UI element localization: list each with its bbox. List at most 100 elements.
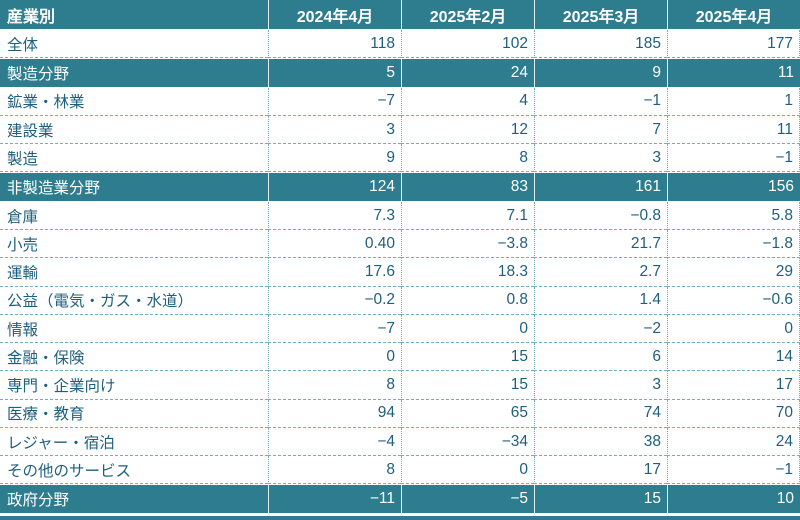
cell-value[interactable]: 10 <box>667 484 800 514</box>
cell-value[interactable]: −7 <box>268 87 401 116</box>
cell-value[interactable]: 70 <box>667 399 800 428</box>
cell-value[interactable]: −3.8 <box>401 230 534 259</box>
cell-value[interactable]: 15 <box>534 484 667 514</box>
cell-value[interactable]: 6 <box>534 343 667 372</box>
table-row: 医療・教育 94 65 74 70 <box>0 399 800 428</box>
cell-value[interactable]: 2.7 <box>534 258 667 287</box>
cell-value[interactable]: 12 <box>401 115 534 145</box>
cell-value[interactable]: −4 <box>268 427 401 457</box>
row-label[interactable]: 製造分野 <box>0 58 268 88</box>
table-row: 金融・保険 0 15 6 14 <box>0 343 800 372</box>
cell-value[interactable]: 38 <box>534 427 667 457</box>
cell-value[interactable]: 17 <box>534 456 667 485</box>
row-label[interactable]: 製造 <box>0 144 268 173</box>
cell-value[interactable]: −2 <box>534 314 667 344</box>
cell-value[interactable]: 0 <box>401 456 534 485</box>
cell-value[interactable]: 15 <box>401 343 534 372</box>
cell-value[interactable]: 74 <box>534 399 667 428</box>
header-cell-2025-02[interactable]: 2025年2月 <box>401 0 534 30</box>
row-label[interactable]: レジャー・宿泊 <box>0 427 268 457</box>
table-row: 建設業 3 12 7 11 <box>0 115 800 145</box>
row-label[interactable]: 公益（電気・ガス・水道） <box>0 286 268 315</box>
table-row: 製造 9 8 3 −1 <box>0 144 800 173</box>
cell-value[interactable]: 7.1 <box>401 201 534 231</box>
cell-value[interactable]: −11 <box>268 484 401 514</box>
header-cell-2024-04[interactable]: 2024年4月 <box>268 0 401 30</box>
cell-value[interactable]: 65 <box>401 399 534 428</box>
cell-value[interactable]: 15 <box>401 371 534 400</box>
cell-value[interactable]: 94 <box>268 399 401 428</box>
cell-value[interactable]: 0 <box>401 314 534 344</box>
row-label[interactable]: 専門・企業向け <box>0 371 268 400</box>
cell-value[interactable]: 102 <box>401 30 534 59</box>
cell-value[interactable]: 1 <box>667 87 800 116</box>
cell-value[interactable]: −1 <box>534 87 667 116</box>
cell-value[interactable]: 156 <box>667 172 800 202</box>
cell-value[interactable]: 0.8 <box>401 286 534 315</box>
cell-value[interactable]: 118 <box>268 30 401 59</box>
cell-value[interactable]: −0.8 <box>534 201 667 231</box>
cell-value[interactable]: −0.2 <box>268 286 401 315</box>
cell-value[interactable]: 3 <box>268 115 401 145</box>
cell-value[interactable]: 0.40 <box>268 230 401 259</box>
row-label[interactable]: 鉱業・林業 <box>0 87 268 116</box>
table-row: 公益（電気・ガス・水道） −0.2 0.8 1.4 −0.6 <box>0 286 800 315</box>
cell-value[interactable]: 7.3 <box>268 201 401 231</box>
row-label[interactable]: 情報 <box>0 314 268 344</box>
cell-value[interactable]: 83 <box>401 172 534 202</box>
cell-value[interactable]: −1.8 <box>667 230 800 259</box>
row-label[interactable]: 政府分野 <box>0 484 268 514</box>
row-label[interactable]: 金融・保険 <box>0 343 268 372</box>
row-label[interactable]: 小売 <box>0 230 268 259</box>
table-row: その他のサービス 8 0 17 −1 <box>0 456 800 485</box>
row-label[interactable]: 倉庫 <box>0 201 268 231</box>
cell-value[interactable]: 8 <box>268 371 401 400</box>
cell-value[interactable]: 8 <box>268 456 401 485</box>
cell-value[interactable]: 24 <box>667 427 800 457</box>
row-label[interactable]: その他のサービス <box>0 456 268 485</box>
cell-value[interactable]: 17.6 <box>268 258 401 287</box>
cell-value[interactable]: 11 <box>667 58 800 88</box>
cell-value[interactable]: −1 <box>667 456 800 485</box>
row-label[interactable]: 建設業 <box>0 115 268 145</box>
header-cell-industry[interactable]: 産業別 <box>0 0 268 30</box>
cell-value[interactable]: 11 <box>667 115 800 145</box>
cell-value[interactable]: 21.7 <box>534 230 667 259</box>
cell-value[interactable]: 17 <box>667 371 800 400</box>
row-label[interactable]: 医療・教育 <box>0 399 268 428</box>
cell-value[interactable]: −1 <box>667 144 800 173</box>
cell-value[interactable]: 18.3 <box>401 258 534 287</box>
table-body: 全体 118 102 185 177 製造分野 5 24 9 11 鉱業・林業 −7 4 −1 1 建設業 3 1… <box>0 30 800 514</box>
cell-value[interactable]: 5 <box>268 58 401 88</box>
cell-value[interactable]: −7 <box>268 314 401 344</box>
cell-value[interactable]: 29 <box>667 258 800 287</box>
cell-value[interactable]: 8 <box>401 144 534 173</box>
cell-value[interactable]: 0 <box>667 314 800 344</box>
cell-value[interactable]: 3 <box>534 371 667 400</box>
cell-value[interactable]: −34 <box>401 427 534 457</box>
cell-value[interactable]: 177 <box>667 30 800 59</box>
cell-value[interactable]: 4 <box>401 87 534 116</box>
cell-value[interactable]: 5.8 <box>667 201 800 231</box>
row-label[interactable]: 非製造業分野 <box>0 172 268 202</box>
header-cell-2025-03[interactable]: 2025年3月 <box>534 0 667 30</box>
cell-value[interactable]: 9 <box>534 58 667 88</box>
cell-value[interactable]: 3 <box>534 144 667 173</box>
cell-value[interactable]: 185 <box>534 30 667 59</box>
cell-value[interactable]: −0.6 <box>667 286 800 315</box>
cell-value[interactable]: 14 <box>667 343 800 372</box>
row-label[interactable]: 運輸 <box>0 258 268 287</box>
cell-value[interactable]: −5 <box>401 484 534 514</box>
cell-value[interactable]: 124 <box>268 172 401 202</box>
cell-value[interactable]: 1.4 <box>534 286 667 315</box>
cell-value[interactable]: 0 <box>268 343 401 372</box>
cell-value[interactable]: 7 <box>534 115 667 145</box>
cell-value[interactable]: 161 <box>534 172 667 202</box>
header-cell-2025-04[interactable]: 2025年4月 <box>667 0 800 30</box>
table-row: 倉庫 7.3 7.1 −0.8 5.8 <box>0 201 800 231</box>
row-label[interactable]: 全体 <box>0 30 268 59</box>
cell-value[interactable]: 9 <box>268 144 401 173</box>
cell-value[interactable]: 24 <box>401 58 534 88</box>
